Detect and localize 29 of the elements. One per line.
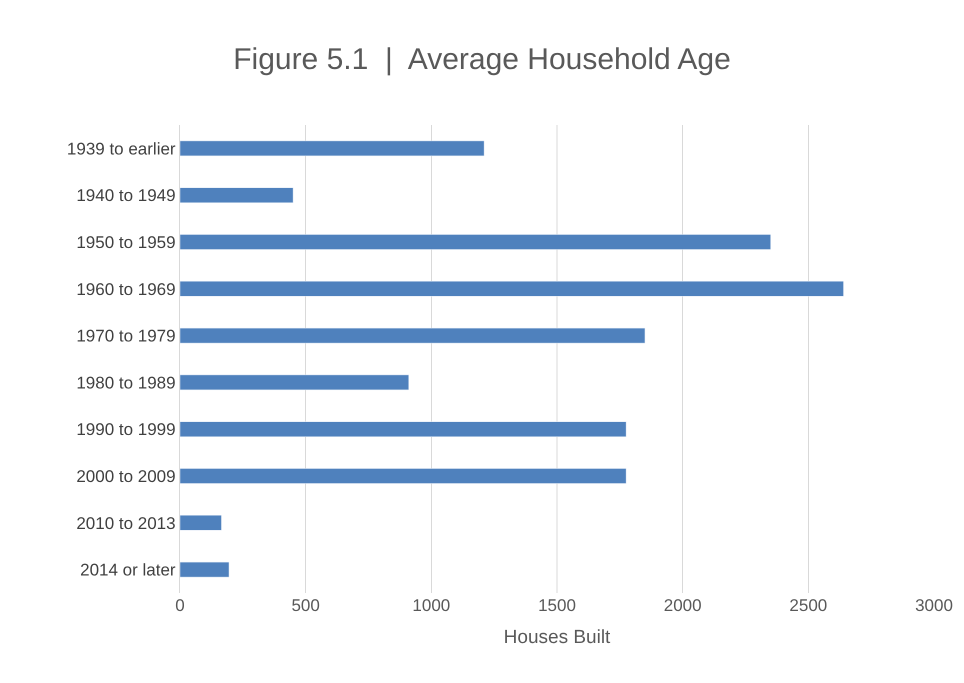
x-tick-label: 1500: [538, 596, 576, 615]
x-tick-label: 1000: [412, 596, 450, 615]
x-tick-label: 3000: [915, 596, 953, 615]
x-axis-title: Houses Built: [504, 626, 612, 648]
y-tick-label: 1980 to 1989: [76, 373, 176, 392]
bar: [180, 562, 230, 578]
y-tick-label: 1960 to 1969: [76, 280, 176, 299]
bar: [180, 140, 484, 156]
y-tick-label: 1990 to 1999: [76, 420, 176, 440]
bar: [180, 187, 294, 203]
bar: [180, 421, 626, 437]
x-tick-label: 2500: [789, 596, 828, 615]
y-tick-label: 1970 to 1979: [76, 326, 176, 346]
y-tick-label: 1940 to 1949: [76, 186, 176, 206]
x-tick-label: 0: [175, 596, 185, 615]
y-tick-label: 2010 to 2013: [76, 514, 176, 533]
x-tick-label: 2000: [664, 596, 702, 615]
bar: [180, 328, 646, 344]
bar: [180, 281, 844, 297]
y-tick-label: 1939 to earlier: [66, 139, 176, 158]
bar: [180, 234, 771, 250]
bar: [180, 515, 222, 531]
y-tick-label: 2014 or later: [80, 560, 176, 580]
bar: [180, 468, 626, 484]
chart-title: Figure 5.1 | Average Household Age: [233, 42, 731, 76]
bar: [180, 374, 409, 390]
y-tick-label: 1950 to 1959: [76, 232, 176, 252]
y-tick-label: 2000 to 2009: [76, 466, 176, 486]
x-tick-label: 500: [291, 596, 320, 615]
